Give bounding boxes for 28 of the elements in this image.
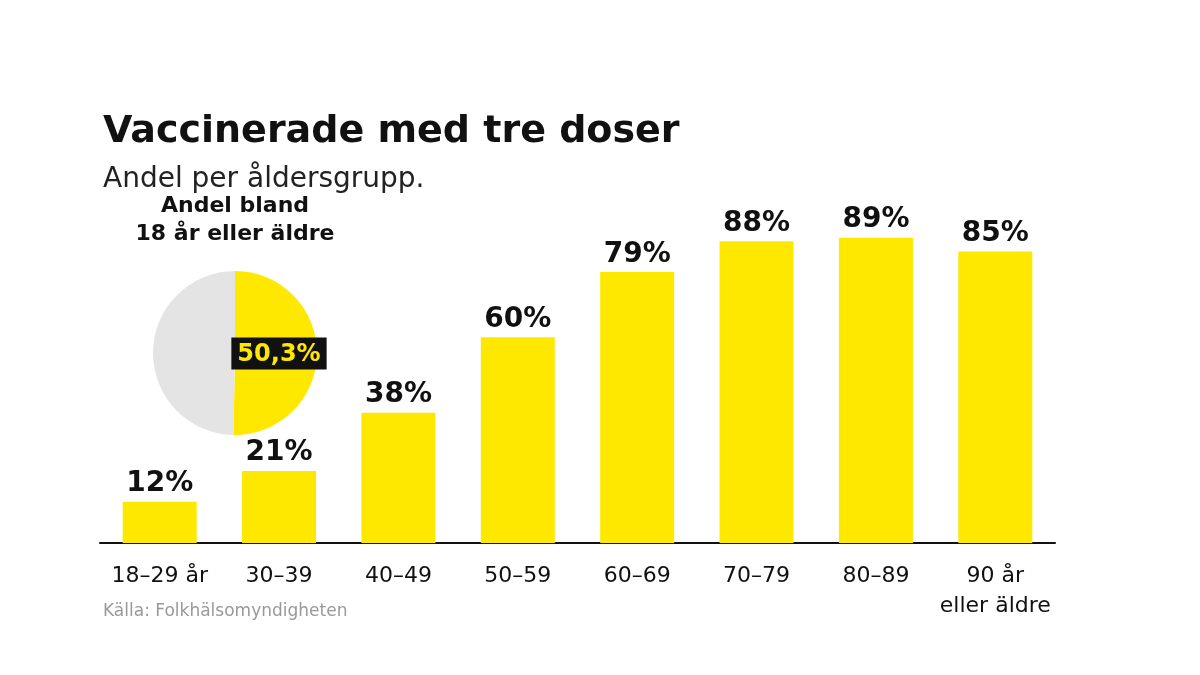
- data-label: 38%: [364, 376, 432, 410]
- x-tick-label: 18–29 år: [111, 561, 209, 587]
- data-label: 50,3%: [237, 339, 321, 368]
- x-tick-label: 60–69: [603, 561, 671, 587]
- chart-title: Vaccinerade med tre doser: [103, 107, 680, 151]
- data-label: 60%: [484, 300, 552, 334]
- x-tick-label: 90 år eller äldre: [939, 561, 1051, 617]
- data-label: 85%: [961, 214, 1029, 248]
- data-label: 12%: [126, 465, 194, 499]
- bar: [838, 237, 913, 543]
- data-label: 79%: [603, 235, 671, 269]
- data-label: 21%: [245, 434, 313, 468]
- text: Källa: Folkhälsomyndigheten: [103, 599, 348, 620]
- bar: [958, 251, 1033, 543]
- data-label: 89%: [842, 201, 910, 235]
- x-tick-label: 70–79: [723, 561, 791, 587]
- bar: [361, 412, 436, 543]
- bar: [480, 337, 555, 543]
- x-tick-label: 50–59: [484, 561, 552, 587]
- bar: [600, 272, 675, 543]
- bar: [719, 241, 794, 543]
- x-tick-label: 80–89: [842, 561, 910, 587]
- x-tick-label: 40–49: [364, 561, 432, 587]
- chart-subtitle: Andel per åldersgrupp.: [103, 160, 425, 194]
- x-tick-label: 30–39: [245, 561, 313, 587]
- bar: [242, 470, 317, 543]
- bar: [122, 501, 197, 543]
- data-label: 88%: [723, 204, 791, 238]
